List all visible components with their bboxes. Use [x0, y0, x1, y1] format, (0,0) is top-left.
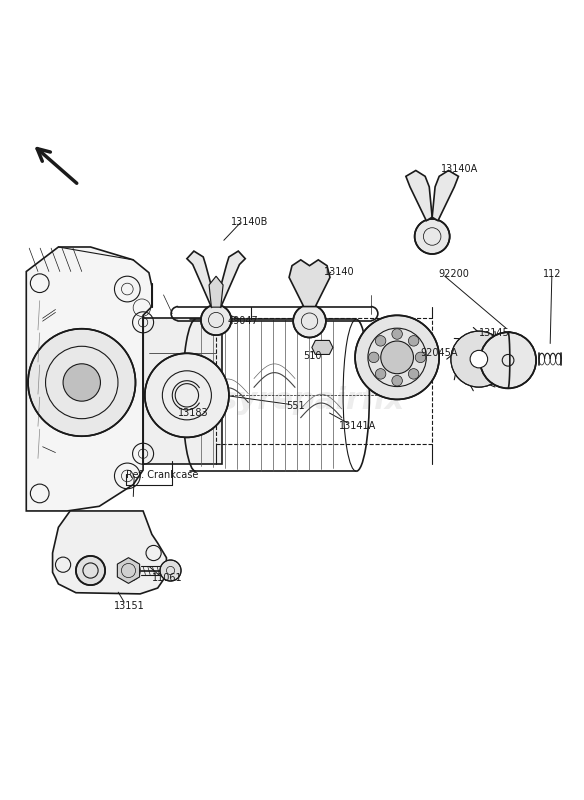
Circle shape — [470, 350, 488, 368]
Polygon shape — [26, 247, 152, 511]
Circle shape — [293, 305, 326, 338]
Circle shape — [451, 331, 507, 387]
Text: 92200: 92200 — [438, 270, 469, 279]
Text: easyrepairfix: easyrepairfix — [179, 386, 405, 414]
Polygon shape — [143, 318, 222, 464]
Text: 13140A: 13140A — [441, 164, 478, 174]
Polygon shape — [312, 341, 333, 354]
Circle shape — [392, 375, 402, 386]
Polygon shape — [209, 276, 223, 307]
Circle shape — [415, 352, 426, 362]
Text: 551: 551 — [286, 401, 305, 411]
Circle shape — [355, 315, 439, 399]
Text: 13145: 13145 — [479, 328, 510, 338]
Circle shape — [369, 352, 379, 362]
Circle shape — [28, 329, 135, 436]
Circle shape — [160, 560, 181, 581]
Text: 112: 112 — [543, 270, 562, 279]
Circle shape — [381, 341, 413, 374]
Circle shape — [415, 219, 450, 254]
Circle shape — [480, 332, 536, 388]
Polygon shape — [53, 511, 166, 594]
Circle shape — [376, 369, 386, 379]
Text: 92045A: 92045A — [420, 348, 458, 358]
Text: 49047: 49047 — [228, 316, 259, 326]
Circle shape — [76, 556, 105, 585]
Text: 13140B: 13140B — [231, 217, 268, 227]
Circle shape — [63, 364, 100, 401]
Text: 13141A: 13141A — [339, 422, 376, 431]
Circle shape — [408, 369, 419, 379]
Circle shape — [392, 329, 402, 339]
Circle shape — [201, 305, 231, 335]
Polygon shape — [432, 170, 458, 221]
Text: 13151: 13151 — [114, 601, 145, 610]
Text: 510: 510 — [304, 351, 322, 362]
Text: 13183: 13183 — [178, 408, 208, 418]
Text: Ref. Crankcase: Ref. Crankcase — [126, 470, 198, 480]
Polygon shape — [216, 251, 245, 307]
Polygon shape — [406, 170, 432, 221]
Polygon shape — [289, 260, 330, 306]
Text: 13140: 13140 — [324, 266, 354, 277]
Text: 11061: 11061 — [152, 573, 182, 583]
Circle shape — [145, 354, 229, 438]
Circle shape — [376, 335, 386, 346]
Circle shape — [408, 335, 419, 346]
Polygon shape — [117, 558, 140, 583]
Polygon shape — [187, 251, 216, 307]
